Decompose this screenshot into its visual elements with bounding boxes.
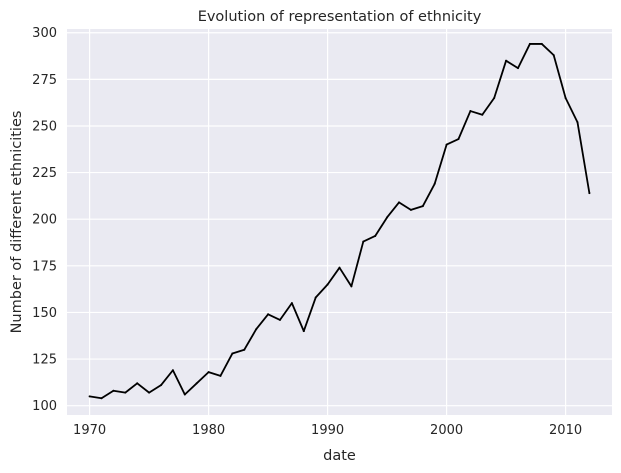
- data-point: [409, 208, 412, 211]
- data-point: [564, 96, 567, 99]
- plot-background: [67, 29, 612, 415]
- y-tick-label: 100: [32, 399, 57, 414]
- x-tick-label: 1970: [73, 423, 106, 438]
- y-tick-label: 250: [32, 119, 57, 134]
- data-point: [112, 389, 115, 392]
- data-point: [207, 371, 210, 374]
- data-point: [397, 201, 400, 204]
- data-point: [195, 382, 198, 385]
- data-point: [302, 330, 305, 333]
- data-point: [148, 391, 151, 394]
- y-tick-label: 225: [32, 166, 57, 181]
- data-point: [481, 113, 484, 116]
- data-point: [338, 266, 341, 269]
- y-tick-labels: 100 125 150 175 200 225 250 275 300: [32, 26, 57, 414]
- grid: [67, 29, 612, 415]
- data-point: [505, 59, 508, 62]
- data-point: [100, 397, 103, 400]
- x-tick-label: 2000: [430, 423, 463, 438]
- data-point: [88, 395, 91, 398]
- data-point: [267, 313, 270, 316]
- data-point: [493, 96, 496, 99]
- data-point: [528, 42, 531, 45]
- y-tick-label: 150: [32, 306, 57, 321]
- data-point: [576, 121, 579, 124]
- y-axis-label: Number of different ethnicities: [9, 111, 25, 334]
- data-point: [421, 205, 424, 208]
- data-point: [255, 328, 258, 331]
- x-axis-label: date: [323, 448, 356, 464]
- data-point: [433, 182, 436, 185]
- data-point: [516, 67, 519, 70]
- chart-title: Evolution of representation of ethnicity: [198, 9, 482, 25]
- data-point: [136, 382, 139, 385]
- series-points: [88, 42, 591, 400]
- y-tick-label: 175: [32, 259, 57, 274]
- data-point: [290, 302, 293, 305]
- data-point: [374, 234, 377, 237]
- data-point: [540, 42, 543, 45]
- y-tick-label: 125: [32, 353, 57, 368]
- data-point: [243, 348, 246, 351]
- y-tick-label: 200: [32, 213, 57, 228]
- data-point: [552, 54, 555, 57]
- x-tick-labels: 1970 1980 1990 2000 2010: [73, 423, 582, 438]
- data-point: [326, 283, 329, 286]
- data-point: [469, 110, 472, 113]
- data-point: [171, 369, 174, 372]
- data-point: [124, 391, 127, 394]
- data-point: [350, 285, 353, 288]
- y-tick-label: 300: [32, 26, 57, 41]
- data-point: [231, 352, 234, 355]
- data-point: [279, 318, 282, 321]
- data-point: [588, 192, 591, 195]
- x-tick-label: 1990: [311, 423, 344, 438]
- y-tick-label: 275: [32, 73, 57, 88]
- data-point: [457, 138, 460, 141]
- data-point: [386, 216, 389, 219]
- data-point: [219, 374, 222, 377]
- data-point: [314, 296, 317, 299]
- x-tick-label: 1980: [192, 423, 225, 438]
- x-tick-label: 2010: [549, 423, 582, 438]
- data-point: [160, 384, 163, 387]
- data-point: [445, 143, 448, 146]
- data-point: [183, 393, 186, 396]
- data-point: [362, 240, 365, 243]
